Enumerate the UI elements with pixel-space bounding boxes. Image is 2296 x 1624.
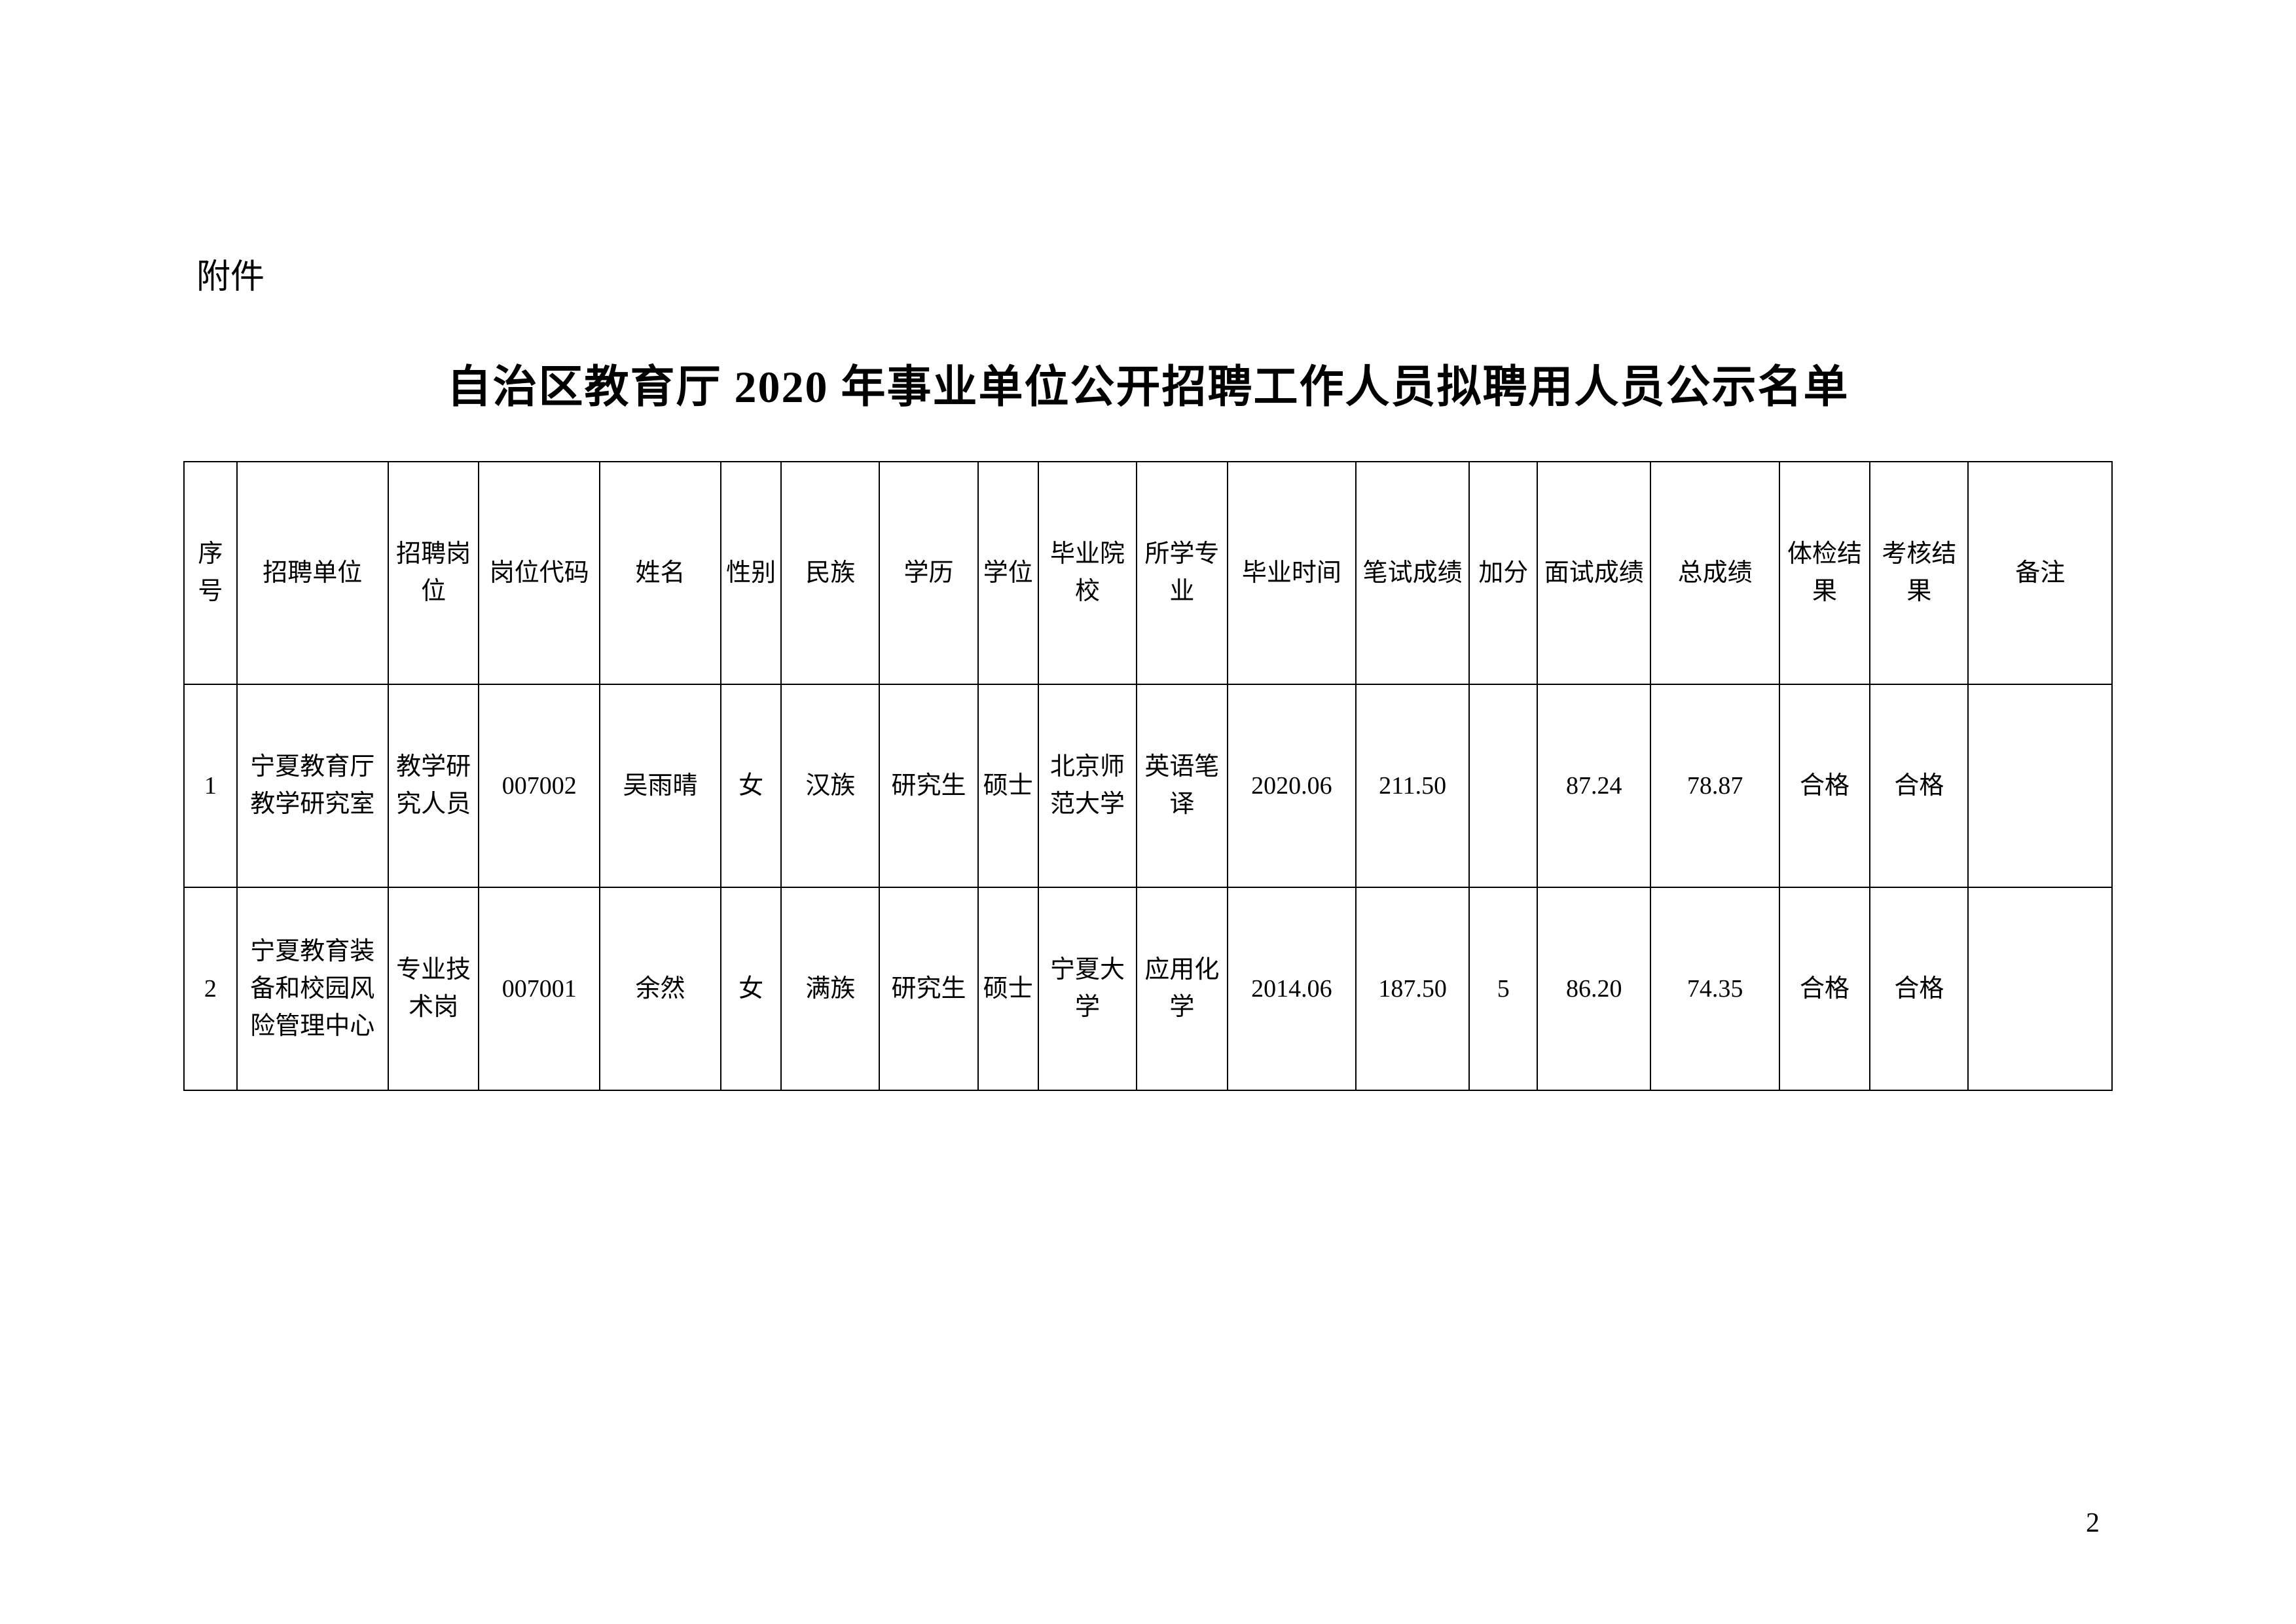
table-cell-assess_result: 合格: [1870, 887, 1968, 1090]
page-number: 2: [2086, 1507, 2100, 1539]
table-cell-assess_result: 合格: [1870, 684, 1968, 887]
table-cell-physical_result: 合格: [1779, 684, 1870, 887]
table-cell-name: 余然: [600, 887, 721, 1090]
table-header-cell: 岗位代码: [479, 462, 600, 684]
table-cell-total_score: 78.87: [1650, 684, 1779, 887]
table-header-cell: 考核结果: [1870, 462, 1968, 684]
table-cell-seq: 1: [184, 684, 237, 887]
table-cell-ethnicity: 满族: [781, 887, 879, 1090]
table-cell-grad_time: 2014.06: [1228, 887, 1356, 1090]
table-cell-degree: 硕士: [978, 684, 1038, 887]
table-cell-remark: [1968, 684, 2112, 887]
table-row: 2宁夏教育装备和校园风险管理中心专业技术岗007001余然女满族研究生硕士宁夏大…: [184, 887, 2112, 1090]
document-title: 自治区教育厅 2020 年事业单位公开招聘工作人员拟聘用人员公示名单: [183, 350, 2113, 415]
table-header-row: 序号招聘单位招聘岗位岗位代码姓名性别民族学历学位毕业院校所学专业毕业时间笔试成绩…: [184, 462, 2112, 684]
table-cell-ethnicity: 汉族: [781, 684, 879, 887]
table-header-cell: 姓名: [600, 462, 721, 684]
table-header-cell: 招聘岗位: [388, 462, 479, 684]
table-row: 1宁夏教育厅教学研究室教学研究人员007002吴雨晴女汉族研究生硕士北京师范大学…: [184, 684, 2112, 887]
table-cell-degree: 硕士: [978, 887, 1038, 1090]
table-cell-education: 研究生: [879, 684, 977, 887]
table-cell-name: 吴雨晴: [600, 684, 721, 887]
table-header-cell: 体检结果: [1779, 462, 1870, 684]
table-cell-major: 英语笔译: [1137, 684, 1228, 887]
table-header-cell: 加分: [1469, 462, 1537, 684]
table-header-cell: 性别: [721, 462, 781, 684]
table-cell-physical_result: 合格: [1779, 887, 1870, 1090]
table-header-cell: 学历: [879, 462, 977, 684]
table-cell-code: 007002: [479, 684, 600, 887]
table-cell-school: 北京师范大学: [1038, 684, 1137, 887]
table-cell-interview_score: 87.24: [1537, 684, 1650, 887]
table-cell-position: 教学研究人员: [388, 684, 479, 887]
table-header-cell: 笔试成绩: [1356, 462, 1469, 684]
table-cell-gender: 女: [721, 887, 781, 1090]
table-header-cell: 总成绩: [1650, 462, 1779, 684]
table-cell-code: 007001: [479, 887, 600, 1090]
table-cell-unit: 宁夏教育装备和校园风险管理中心: [237, 887, 388, 1090]
table-cell-bonus: [1469, 684, 1537, 887]
table-cell-school: 宁夏大学: [1038, 887, 1137, 1090]
table-cell-position: 专业技术岗: [388, 887, 479, 1090]
table-cell-bonus: 5: [1469, 887, 1537, 1090]
table-cell-total_score: 74.35: [1650, 887, 1779, 1090]
table-cell-gender: 女: [721, 684, 781, 887]
table-header-cell: 学位: [978, 462, 1038, 684]
table-cell-remark: [1968, 887, 2112, 1090]
document-page: 附件 自治区教育厅 2020 年事业单位公开招聘工作人员拟聘用人员公示名单 序号…: [0, 0, 2296, 1091]
table-cell-seq: 2: [184, 887, 237, 1090]
table-header-cell: 所学专业: [1137, 462, 1228, 684]
table-header-cell: 备注: [1968, 462, 2112, 684]
table-cell-unit: 宁夏教育厅教学研究室: [237, 684, 388, 887]
table-header-cell: 面试成绩: [1537, 462, 1650, 684]
table-header-cell: 毕业院校: [1038, 462, 1137, 684]
table-cell-written_score: 211.50: [1356, 684, 1469, 887]
table-cell-interview_score: 86.20: [1537, 887, 1650, 1090]
table-cell-education: 研究生: [879, 887, 977, 1090]
attachment-label: 附件: [196, 249, 2113, 298]
personnel-table: 序号招聘单位招聘岗位岗位代码姓名性别民族学历学位毕业院校所学专业毕业时间笔试成绩…: [183, 461, 2113, 1091]
table-cell-written_score: 187.50: [1356, 887, 1469, 1090]
table-cell-grad_time: 2020.06: [1228, 684, 1356, 887]
table-header-cell: 毕业时间: [1228, 462, 1356, 684]
table-header-cell: 招聘单位: [237, 462, 388, 684]
table-header-cell: 民族: [781, 462, 879, 684]
table-cell-major: 应用化学: [1137, 887, 1228, 1090]
table-header-cell: 序号: [184, 462, 237, 684]
